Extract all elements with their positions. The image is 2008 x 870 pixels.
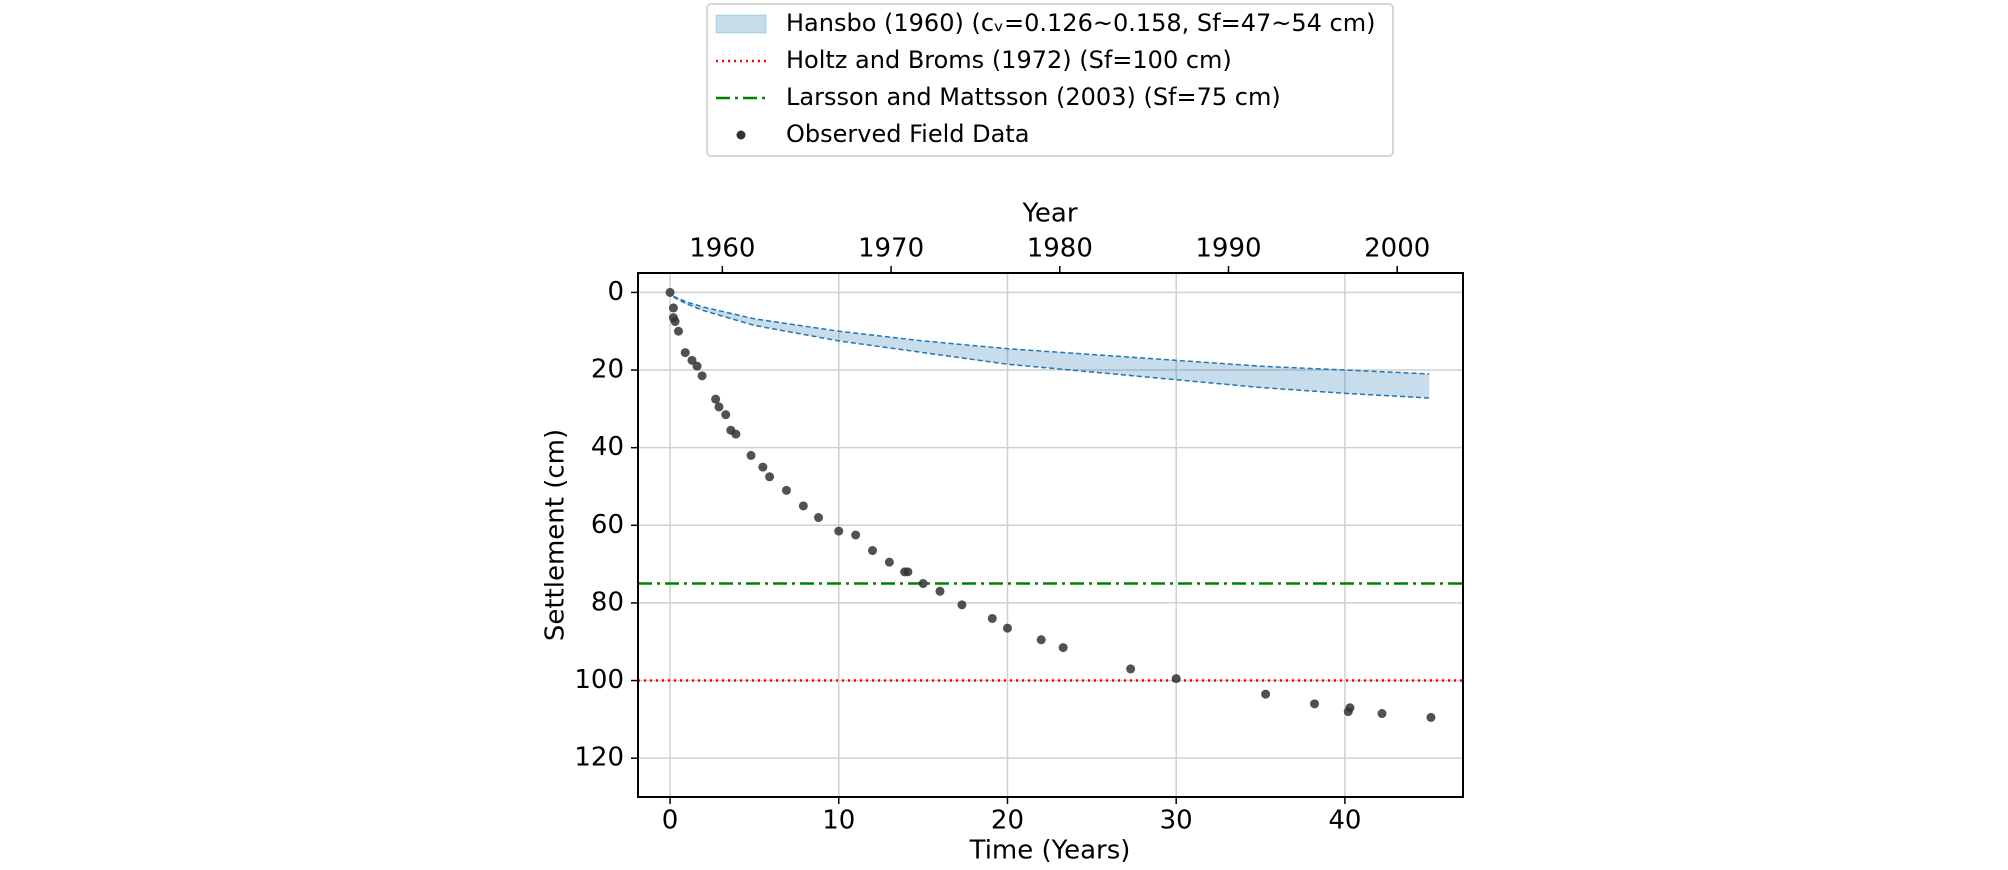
x-tick-label: 0 [662, 806, 679, 836]
legend-box [706, 3, 1394, 157]
data-point [1036, 635, 1046, 645]
data-point [918, 579, 928, 589]
x2-tick-label: 2000 [1364, 234, 1430, 264]
x2-axis-label: Year [1021, 199, 1077, 229]
data-point [714, 402, 724, 412]
data-point [884, 557, 894, 567]
data-point [670, 317, 680, 327]
data-point [781, 485, 791, 495]
legend-label: Holtz and Broms (1972) (Sf=100 cm) [786, 46, 1232, 74]
data-point [957, 600, 967, 610]
data-point [746, 450, 756, 460]
y-tick-label: 40 [591, 432, 624, 462]
x2-tick-label: 1960 [689, 234, 755, 264]
legend-label: Hansbo (1960) (cᵥ=0.126~0.158, Sf=47~54 … [786, 9, 1375, 37]
data-point [798, 501, 808, 511]
legend-swatch [715, 14, 767, 34]
data-point [673, 326, 683, 336]
x2-tick-label: 1980 [1027, 234, 1093, 264]
data-point [903, 567, 913, 577]
x-tick-label: 30 [1160, 806, 1193, 836]
data-point [1126, 664, 1136, 674]
data-point [834, 526, 844, 536]
data-point [1377, 709, 1387, 719]
x-tick-label: 10 [822, 806, 855, 836]
band-edge [673, 296, 1430, 399]
legend-label: Observed Field Data [786, 120, 1029, 148]
data-point [668, 303, 678, 313]
data-point [814, 513, 824, 523]
legend-label: Larsson and Mattsson (2003) (Sf=75 cm) [786, 83, 1281, 111]
data-point [1058, 643, 1068, 653]
y-tick-label: 60 [591, 510, 624, 540]
x-tick-label: 40 [1328, 806, 1361, 836]
data-point [731, 429, 741, 439]
x2-tick-label: 1970 [858, 234, 924, 264]
data-point [692, 361, 702, 371]
band [673, 296, 1430, 398]
y-tick-label: 80 [591, 587, 624, 617]
y-tick-label: 0 [607, 277, 624, 307]
data-point [1002, 623, 1012, 633]
legend: Hansbo (1960) (cᵥ=0.126~0.158, Sf=47~54 … [715, 9, 1375, 148]
y-tick-label: 20 [591, 355, 624, 385]
x2-tick-label: 1990 [1195, 234, 1261, 264]
data-point [1261, 689, 1271, 699]
data-point [1171, 674, 1181, 684]
data-point [935, 586, 945, 596]
data-point [711, 394, 721, 404]
y-tick-label: 100 [574, 665, 624, 695]
y-tick-label: 120 [574, 743, 624, 773]
x-axis-label: Time (Years) [969, 836, 1131, 866]
data-point [665, 287, 675, 297]
data-point [697, 371, 707, 381]
data-point [868, 546, 878, 556]
legend-swatch [736, 130, 746, 140]
data-point [765, 472, 775, 482]
y-axis-label: Settlement (cm) [541, 429, 571, 641]
data-point [687, 355, 697, 365]
data-point [851, 530, 861, 540]
data-point [1345, 703, 1355, 713]
data-point [1426, 712, 1436, 722]
x-tick-label: 20 [991, 806, 1024, 836]
data-point [1310, 699, 1320, 709]
band-edge [673, 295, 1430, 375]
plot-frame [637, 272, 1464, 798]
data-point [721, 410, 731, 420]
data-point [758, 462, 768, 472]
data-point [680, 348, 690, 358]
data-point [987, 613, 997, 623]
